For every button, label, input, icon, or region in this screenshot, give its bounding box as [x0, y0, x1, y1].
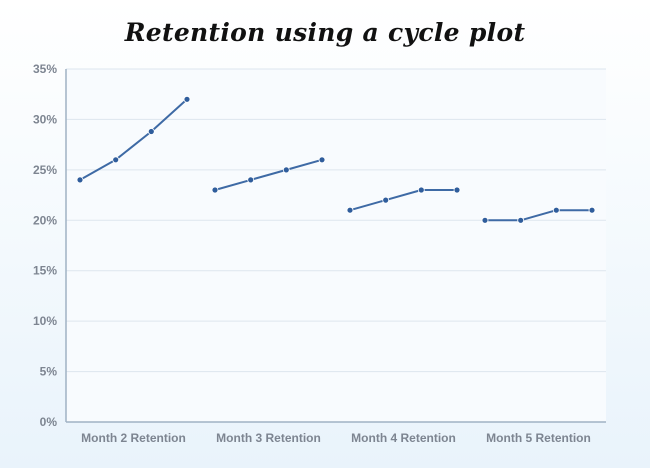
data-point — [417, 186, 425, 194]
data-point — [147, 128, 155, 135]
y-tick-label: 20% — [33, 213, 57, 227]
series-4 — [481, 206, 596, 224]
y-axis-ticks: 0% 5% 10% 15% 20% 25% 30% 35% — [33, 62, 57, 429]
data-point — [346, 206, 354, 214]
series-line — [484, 209, 593, 222]
x-tick-label: Month 3 Retention — [216, 431, 321, 445]
x-tick-label: Month 4 Retention — [351, 431, 456, 445]
data-point — [517, 216, 525, 224]
gridlines — [66, 68, 606, 373]
x-tick-label: Month 5 Retention — [486, 431, 591, 445]
chart-title: Retention using a cycle plot — [124, 18, 526, 47]
series-line — [349, 189, 458, 212]
data-point — [112, 156, 120, 164]
series-3 — [346, 186, 461, 214]
series-1 — [76, 95, 191, 184]
series-2 — [211, 156, 326, 194]
data-point — [318, 156, 326, 164]
data-point — [183, 95, 191, 103]
data-point — [552, 206, 560, 214]
y-tick-label: 10% — [33, 314, 57, 328]
data-point — [211, 186, 219, 194]
y-tick-label: 0% — [40, 415, 58, 429]
series-line — [79, 98, 188, 181]
y-tick-label: 30% — [33, 112, 57, 126]
data-point — [481, 216, 489, 224]
series-line — [214, 158, 323, 191]
y-tick-label: 35% — [33, 62, 57, 76]
x-tick-label: Month 2 Retention — [81, 431, 186, 445]
series-group — [76, 95, 596, 224]
data-point — [588, 206, 596, 214]
plot-area — [66, 69, 606, 422]
data-point — [247, 176, 255, 184]
y-tick-label: 15% — [33, 264, 57, 278]
x-axis-ticks: Month 2 Retention Month 3 Retention Month … — [81, 431, 591, 445]
data-point — [76, 176, 84, 184]
data-point — [282, 166, 290, 174]
data-point — [453, 186, 461, 194]
data-point — [382, 196, 390, 204]
y-tick-label: 5% — [40, 365, 58, 379]
axes — [65, 69, 606, 423]
y-tick-label: 25% — [33, 163, 57, 177]
